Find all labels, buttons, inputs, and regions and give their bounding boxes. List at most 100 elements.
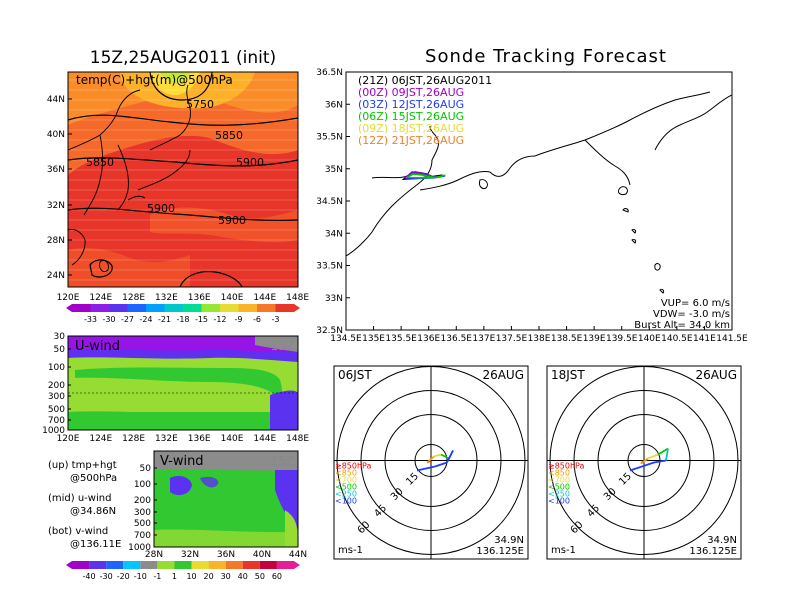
hodograph-segment	[426, 455, 435, 464]
colorbar-label: -6	[253, 315, 261, 324]
colorbar-label: 30	[221, 572, 231, 581]
sonde-params: VUP= 6.0 m/s VDW= -3.0 m/s Burst Alt= 34…	[634, 298, 730, 331]
pressure-tick: 300	[48, 392, 65, 402]
pressure-tick: 1000	[42, 426, 65, 436]
ring-label: 45	[585, 503, 602, 520]
legend-bot-2: @136.11E	[70, 539, 121, 550]
hodograph-segment	[640, 457, 649, 465]
pressure-tick: 30	[54, 332, 66, 342]
contour-labels: 5750 5850 5850 5900 5900 5900	[86, 98, 264, 227]
pressure-tick: 200	[134, 496, 151, 506]
launch-legend-entry: (06Z) 15JST,26AUG	[358, 110, 464, 123]
lon-tick: 138E	[528, 334, 551, 344]
hodograph-lat: 34.9N	[707, 535, 737, 546]
lon-tick: 140E	[221, 434, 244, 444]
colorbar-swatch	[238, 304, 257, 312]
hodograph-segment	[641, 461, 655, 468]
level-legend-entry: <250	[548, 490, 570, 499]
lon-tick: 120E	[57, 293, 80, 303]
level-legend-entry: <700	[548, 476, 570, 485]
launch-legend-entry: (21Z) 06JST,26AUG2011	[358, 74, 492, 87]
colorbar-label: -27	[121, 315, 134, 324]
pressure-tick: 500	[134, 519, 151, 529]
hodograph-date: 26AUG	[482, 368, 524, 382]
lat-tick: 35.5N	[316, 133, 343, 143]
u-wind-lon-ticks: 120E 124E 128E 132E 136E 140E 144E 148E	[57, 434, 310, 444]
hodograph-time: 18JST	[551, 368, 585, 382]
lon-tick: 135E	[362, 334, 385, 344]
lat-tick: 36N	[325, 100, 343, 110]
pressure-tick: 100	[48, 363, 65, 373]
launch-legend-entry: (03Z) 12JST,26AUG	[358, 98, 464, 111]
colorbar-label: -15	[195, 315, 208, 324]
legend-up-1: (up) tmp+hgt	[48, 460, 117, 471]
level-legend-entry: <250	[335, 490, 357, 499]
lon-tick: 136E	[417, 334, 440, 344]
colorbar-label: -1	[153, 572, 161, 581]
hodograph-segment	[653, 459, 667, 464]
lon-tick: 140.5E	[661, 334, 693, 344]
hodograph-segment	[657, 447, 669, 456]
v-wind-label: V-wind	[160, 454, 204, 469]
colorbar-swatch	[275, 304, 294, 312]
colorbar-label: -30	[100, 572, 113, 581]
hodograph-ring	[597, 414, 691, 507]
u-wind-label: U-wind	[75, 339, 120, 354]
lat-tick: 40N	[47, 130, 65, 140]
level-legend-entry: <700	[335, 476, 357, 485]
hodograph-time: 06JST	[338, 368, 372, 382]
lat-tick: 34.5N	[316, 197, 343, 207]
colorbar-swatch	[225, 561, 243, 569]
colorbar-swatch	[208, 561, 226, 569]
pressure-tick: 200	[48, 381, 65, 391]
colorbar-label: 1	[172, 572, 177, 581]
lon-tick: 141.5E	[716, 334, 748, 344]
hodograph-ring	[573, 390, 715, 531]
lat-tick: 36.5N	[316, 68, 343, 78]
lat-tick: 32.5N	[316, 326, 343, 336]
lat-tick: 44N	[289, 550, 307, 560]
sonde-forecast-map: Sonde Tracking Forecast 36.5N 36N 35.5N 35N…	[316, 46, 748, 344]
lon-tick: 132E	[155, 434, 178, 444]
ring-label: 15	[617, 471, 634, 488]
level-legend-entry: <100	[548, 497, 570, 506]
ring-label: 15	[404, 471, 421, 488]
hodograph-unit: ms-1	[338, 545, 363, 556]
hodograph-lon: 136.125E	[476, 546, 524, 557]
lat-tick: 24N	[47, 271, 65, 281]
lat-tick: 36N	[217, 550, 235, 560]
legend-bot-1: (bot) v-wind	[48, 526, 108, 537]
contour-label-5850a: 5850	[215, 129, 243, 142]
colorbar-swatch	[109, 304, 128, 312]
lon-tick: 136E	[188, 293, 211, 303]
colorbar-swatch	[123, 561, 141, 569]
colorbar-label: 10	[186, 572, 196, 581]
hodograph-ring	[627, 444, 661, 477]
left-lat-ticks: 44N 40N 36N 32N 28N 24N	[47, 95, 72, 281]
colorbar-swatch	[72, 304, 91, 312]
lon-tick: 148E	[286, 434, 309, 444]
pressure-tick: 50	[140, 464, 152, 474]
lon-tick: 137.5E	[496, 334, 528, 344]
lat-tick: 36N	[47, 165, 65, 175]
level-legend-entry: <500	[335, 483, 357, 492]
hodograph-segment	[647, 453, 659, 460]
colorbar-label: -12	[213, 315, 226, 324]
colorbar-swatch	[140, 561, 158, 569]
level-legend-entry: ≥850hPa	[548, 462, 585, 471]
lon-tick: 134.5E	[330, 334, 362, 344]
pressure-tick: 700	[48, 416, 65, 426]
colorbar-label: -33	[84, 315, 97, 324]
temp-colorbar: -33 -30 -27 -24 -21 -18 -15 -12 -9 -6 -3	[66, 304, 300, 324]
lat-tick: 33.5N	[316, 262, 343, 272]
hodograph-lat: 34.9N	[494, 535, 524, 546]
wind-colorbar: -40 -30 -20 -10 -1 1 10 20 30 40 50 60	[66, 561, 300, 581]
colorbar-swatch	[259, 561, 277, 569]
left-map-title: 15Z,25AUG2011 (init)	[90, 48, 276, 68]
colorbar-label: 20	[204, 572, 214, 581]
hodograph-lon: 136.125E	[689, 546, 737, 557]
